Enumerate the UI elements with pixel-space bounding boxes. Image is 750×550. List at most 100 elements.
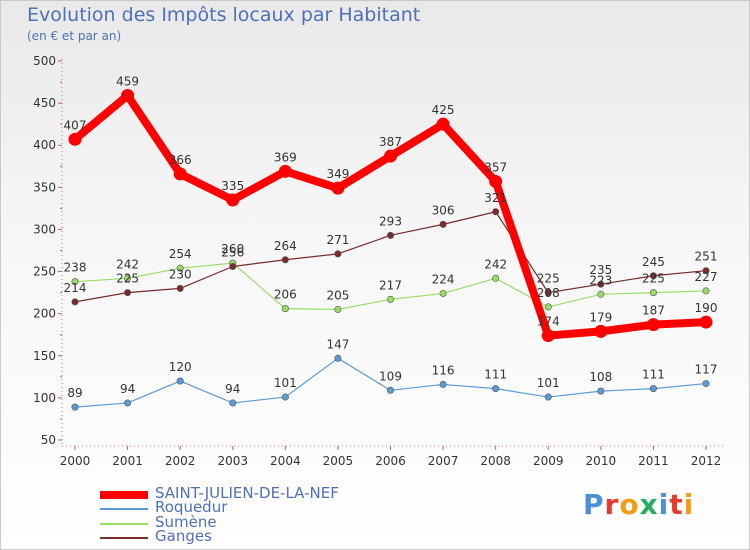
data-point	[386, 386, 394, 394]
data-point	[597, 280, 605, 288]
data-label: 357	[484, 160, 507, 174]
data-label: 245	[642, 255, 665, 269]
logo-letter: P	[583, 488, 605, 521]
data-point	[646, 318, 660, 332]
data-label: 94	[120, 382, 135, 396]
legend-label: Ganges	[155, 527, 212, 545]
legend-label: Roquedur	[155, 498, 228, 516]
data-point	[597, 387, 605, 395]
legend-label: SAINT-JULIEN-DE-LA-NEF	[155, 484, 339, 502]
y-tick-label: 350	[33, 180, 56, 194]
y-tick-label: 50	[41, 433, 56, 447]
data-label: 425	[432, 103, 455, 117]
data-point	[386, 295, 394, 303]
data-point	[594, 324, 608, 338]
data-point	[331, 181, 345, 195]
data-label: 109	[379, 369, 402, 383]
data-label: 407	[64, 118, 87, 132]
data-label: 225	[537, 272, 560, 286]
x-tick-label: 2006	[375, 454, 406, 468]
data-point	[702, 380, 710, 388]
data-label: 117	[695, 363, 718, 377]
y-tick-label: 450	[33, 96, 56, 110]
chart-title: Evolution des Impôts locaux par Habitant	[27, 4, 421, 26]
data-point	[649, 289, 657, 297]
data-point	[68, 132, 82, 146]
data-point	[649, 272, 657, 280]
data-point	[439, 220, 447, 228]
data-label: 205	[326, 288, 349, 302]
data-label: 369	[274, 150, 297, 164]
data-label: 242	[116, 257, 139, 271]
data-label: 459	[116, 75, 139, 89]
logo-letter: i	[683, 488, 695, 521]
y-tick-label: 400	[33, 138, 56, 152]
data-point	[176, 377, 184, 385]
data-label: 89	[67, 386, 82, 400]
proxiti-logo: Proxiti	[583, 488, 694, 521]
data-point	[229, 399, 237, 407]
data-point	[544, 393, 552, 401]
data-label: 101	[537, 376, 560, 390]
x-tick-label: 2010	[586, 454, 617, 468]
data-label: 111	[484, 368, 507, 382]
y-tick-label: 500	[33, 54, 56, 68]
data-point	[176, 264, 184, 272]
data-label: 108	[589, 370, 612, 384]
x-tick-label: 2004	[270, 454, 301, 468]
data-label: 321	[484, 191, 507, 205]
y-tick-label: 150	[33, 349, 56, 363]
data-label: 366	[169, 153, 192, 167]
data-point	[121, 89, 135, 103]
data-point	[281, 305, 289, 313]
data-label: 101	[274, 376, 297, 390]
data-label: 293	[379, 214, 402, 228]
data-label: 179	[589, 310, 612, 324]
logo-letter: t	[669, 488, 684, 521]
data-label: 227	[695, 270, 718, 284]
data-label: 256	[221, 246, 244, 260]
data-point	[492, 385, 500, 393]
data-point	[489, 174, 503, 188]
y-tick-label: 200	[33, 307, 56, 321]
data-label: 225	[642, 272, 665, 286]
data-label: 271	[326, 233, 349, 247]
data-label: 349	[326, 167, 349, 181]
data-label: 116	[432, 363, 455, 377]
data-point	[492, 208, 500, 216]
data-point	[334, 305, 342, 313]
data-point	[649, 385, 657, 393]
data-point	[436, 117, 450, 131]
data-point	[176, 284, 184, 292]
data-label: 206	[274, 288, 297, 302]
data-point	[702, 267, 710, 275]
x-tick-label: 2000	[60, 454, 91, 468]
legend-swatch	[100, 508, 148, 510]
data-point	[541, 329, 555, 343]
data-point	[124, 274, 132, 282]
data-label: 225	[116, 272, 139, 286]
data-point	[702, 287, 710, 295]
data-point	[439, 380, 447, 388]
legend-swatch	[100, 491, 148, 499]
data-label: 223	[589, 273, 612, 287]
data-label: 208	[537, 286, 560, 300]
data-label: 235	[589, 263, 612, 277]
legend-swatch	[100, 523, 148, 525]
data-point	[597, 290, 605, 298]
data-point	[71, 403, 79, 411]
y-tick-label: 250	[33, 265, 56, 279]
data-label: 147	[326, 337, 349, 351]
y-tick-label: 100	[33, 391, 56, 405]
x-tick-label: 2001	[112, 454, 143, 468]
data-point	[281, 256, 289, 264]
data-label: 111	[642, 368, 665, 382]
x-tick-label: 2005	[323, 454, 354, 468]
data-label: 94	[225, 382, 240, 396]
data-label: 214	[64, 281, 87, 295]
data-point	[124, 289, 132, 297]
data-label: 230	[169, 267, 192, 281]
data-label: 217	[379, 278, 402, 292]
data-point	[699, 315, 713, 329]
chart-subtitle: (en € et par an)	[27, 29, 122, 43]
